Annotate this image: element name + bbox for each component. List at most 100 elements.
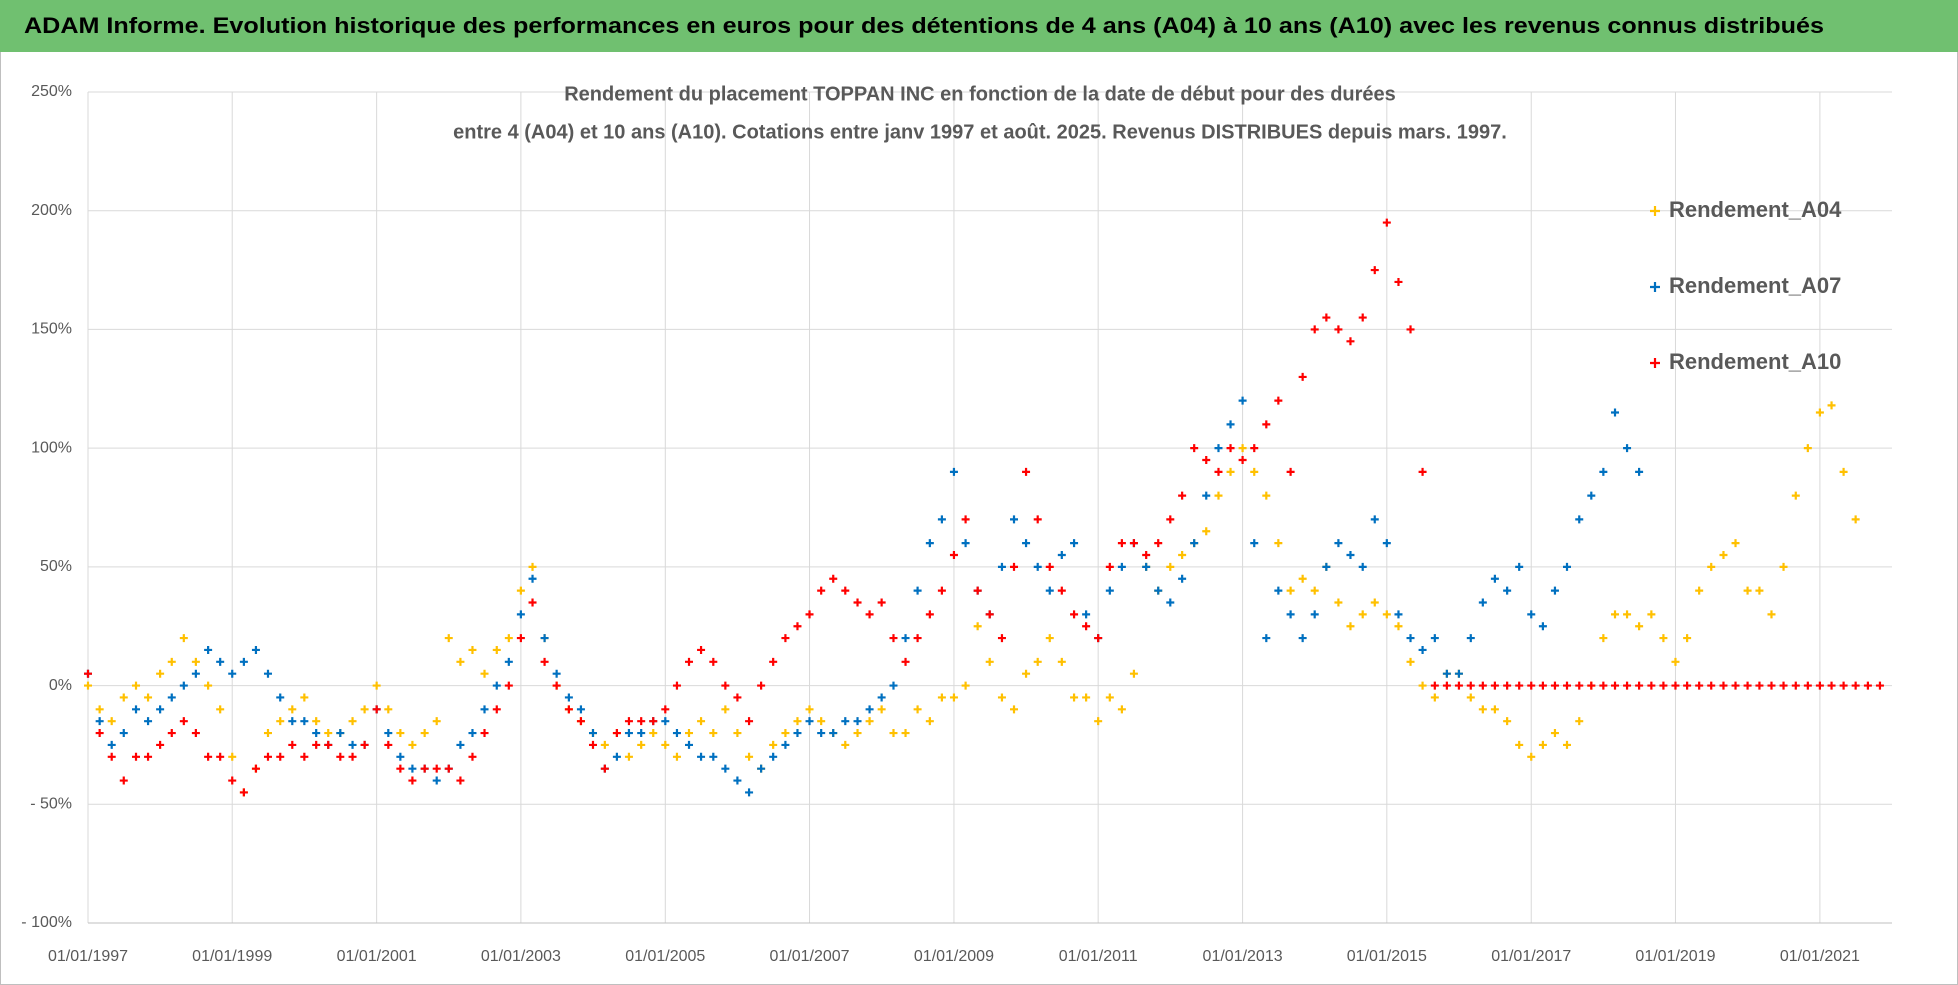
data-point [913, 634, 922, 643]
data-point [1599, 681, 1608, 690]
data-point [1851, 515, 1860, 524]
data-point [913, 586, 922, 595]
data-point [1406, 657, 1415, 666]
data-point [1334, 539, 1343, 548]
data-point [877, 693, 886, 702]
data-point [733, 776, 742, 785]
data-point [1190, 444, 1199, 453]
x-tick-label: 01/01/2021 [1780, 948, 1860, 965]
data-point [1382, 610, 1391, 619]
data-point [1166, 598, 1175, 607]
data-point [637, 729, 646, 738]
data-point [372, 705, 381, 714]
y-tick-label: - 100% [21, 914, 72, 931]
data-point [156, 669, 165, 678]
data-point [1082, 693, 1091, 702]
data-point [1370, 598, 1379, 607]
data-point [1142, 550, 1151, 559]
data-point [1695, 681, 1704, 690]
data-point [685, 740, 694, 749]
data-point [1478, 681, 1487, 690]
data-point [1070, 610, 1079, 619]
data-point [216, 657, 225, 666]
data-point [348, 740, 357, 749]
data-point [1298, 372, 1307, 381]
data-point [889, 634, 898, 643]
data-point [1010, 562, 1018, 571]
data-point [444, 764, 453, 773]
data-point [179, 681, 188, 690]
data-point [276, 717, 285, 726]
header-title: ADAM Informe. Evolution historique des p… [24, 13, 1824, 38]
data-point [564, 693, 573, 702]
data-point [1875, 681, 1884, 690]
data-point [263, 729, 272, 738]
data-point [672, 681, 681, 690]
data-point [528, 562, 537, 571]
data-point [865, 610, 874, 619]
chart-subtitle: entre 4 (A04) et 10 ans (A10). Cotations… [453, 121, 1507, 143]
x-tick-label: 01/01/2009 [914, 948, 994, 965]
data-point [1454, 681, 1463, 690]
data-point [1057, 586, 1066, 595]
data-point [95, 717, 104, 726]
data-point [600, 740, 609, 749]
data-point [925, 539, 934, 548]
data-point [119, 729, 128, 738]
data-point [1599, 467, 1608, 476]
data-point [228, 752, 237, 761]
data-point [1719, 681, 1728, 690]
data-point [1358, 562, 1367, 571]
chart: - 100% - 50% 0% 50% 100% 150% 200% 250% 01/01/19… [21, 83, 1892, 965]
data-point [781, 740, 790, 749]
x-tick-label: 01/01/2007 [769, 948, 849, 965]
data-point [1406, 325, 1415, 334]
data-point [1238, 444, 1247, 453]
data-point [1057, 550, 1066, 559]
data-point [1515, 562, 1524, 571]
data-point [360, 705, 369, 714]
data-point [1346, 337, 1355, 346]
data-point [408, 764, 417, 773]
data-point [1214, 444, 1223, 453]
data-point [564, 705, 573, 714]
data-point [119, 776, 128, 785]
data-point [1599, 634, 1608, 643]
data-point [745, 752, 754, 761]
data-point [829, 574, 838, 583]
data-point [1623, 444, 1632, 453]
data-point [1791, 681, 1800, 690]
data-point [661, 717, 670, 726]
data-point [1707, 681, 1716, 690]
data-point [1262, 420, 1271, 429]
data-point [697, 752, 706, 761]
data-point [288, 740, 297, 749]
data-point [853, 729, 862, 738]
data-point [1418, 467, 1427, 476]
data-point [144, 693, 153, 702]
data-point [1105, 562, 1114, 571]
data-point [661, 705, 670, 714]
data-point [408, 740, 417, 749]
data-point [1719, 550, 1728, 559]
data-point [721, 681, 730, 690]
data-point [793, 622, 802, 631]
data-point [300, 717, 309, 726]
data-point [937, 515, 946, 524]
data-point [456, 657, 465, 666]
data-point [817, 586, 826, 595]
data-point [1743, 586, 1752, 595]
data-point [709, 657, 718, 666]
x-tick-label: 01/01/2005 [625, 948, 705, 965]
data-point [1334, 325, 1343, 334]
data-point [156, 740, 165, 749]
x-tick-label: 01/01/2003 [481, 948, 561, 965]
data-point [1105, 586, 1114, 595]
data-point [1310, 586, 1319, 595]
data-point [973, 622, 982, 631]
data-point [685, 729, 694, 738]
data-point [1755, 586, 1764, 595]
data-point [456, 740, 465, 749]
data-point [1082, 622, 1091, 631]
x-tick-label: 01/01/1999 [192, 948, 272, 965]
